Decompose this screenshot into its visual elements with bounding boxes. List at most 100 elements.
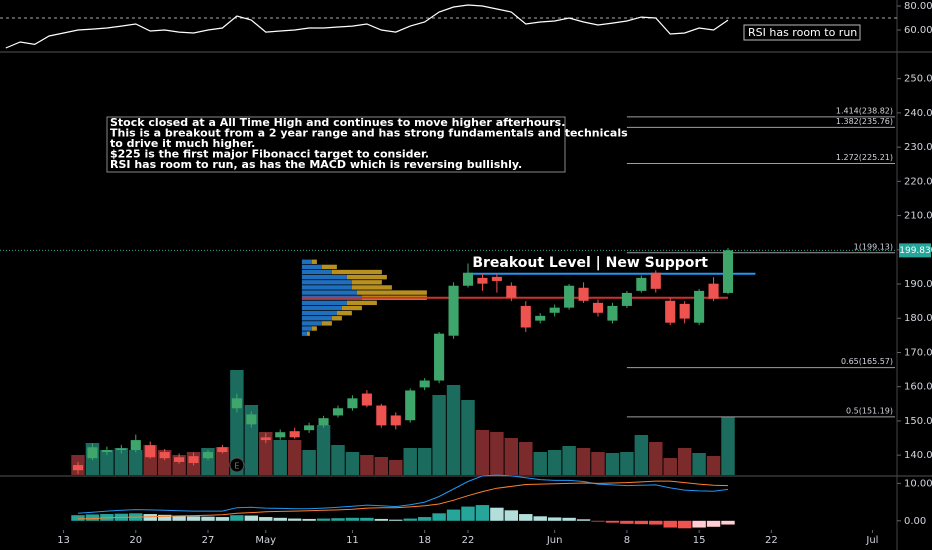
macd-histogram-bar <box>649 520 663 525</box>
volume-bar <box>259 432 273 475</box>
candle-body <box>665 300 676 323</box>
candle-body <box>318 418 329 426</box>
signal-line <box>77 480 729 520</box>
profile-up <box>301 316 332 321</box>
macd-histogram-bar <box>417 517 432 521</box>
x-tick-label: 11 <box>346 535 359 546</box>
candle-body <box>462 272 474 286</box>
macd-histogram-bar <box>71 515 85 521</box>
annotation-line: RSI has room to run, as has the MACD whi… <box>110 158 522 171</box>
candle-body <box>434 333 445 381</box>
candle-body <box>650 272 661 289</box>
volume-bar <box>331 445 345 475</box>
macd-histogram-bar <box>576 519 591 521</box>
candle-body <box>621 292 632 306</box>
candle-body <box>390 415 401 426</box>
rsi-line <box>5 4 729 49</box>
macd-histogram-bar <box>692 520 706 528</box>
candle-body <box>506 285 517 298</box>
candle-body <box>87 447 98 459</box>
macd-histogram-bar <box>721 520 735 525</box>
volume-bar <box>663 458 677 475</box>
candle-body <box>332 408 344 416</box>
candle-body <box>101 450 112 453</box>
profile-up <box>301 326 312 331</box>
macd-histogram-bar <box>490 507 504 521</box>
macd-tick-label: 0.00 <box>904 516 926 527</box>
volume-bar <box>591 452 605 475</box>
macd-histogram-bar <box>331 518 345 521</box>
x-tick-label: 20 <box>129 535 142 546</box>
macd-histogram-bar <box>605 520 620 523</box>
profile-up <box>301 310 337 316</box>
profile-down <box>336 310 352 316</box>
macd-histogram-bar <box>230 515 244 521</box>
volume-bar <box>230 370 244 475</box>
volume-bar <box>721 417 735 475</box>
profile-up <box>301 300 347 306</box>
candle-body <box>376 405 387 426</box>
macd-histogram-bar <box>85 514 100 521</box>
candle-body <box>289 431 300 438</box>
x-tick-label: 22 <box>765 535 778 546</box>
macd-histogram-bar <box>663 520 677 528</box>
earnings-icon <box>229 457 245 473</box>
candle-body <box>491 276 502 281</box>
y-tick-label: 160.00 <box>904 382 932 393</box>
y-tick-label: 220.00 <box>904 176 932 187</box>
volume-bar <box>620 452 634 475</box>
macd-histogram-bar <box>475 505 490 521</box>
macd-histogram-bar <box>374 518 389 521</box>
profile-up <box>301 269 332 275</box>
candle-body <box>347 398 358 409</box>
candle-body <box>477 277 488 284</box>
profile-down <box>331 269 382 275</box>
volume-bar <box>374 457 389 475</box>
rsi-note: RSI has room to run <box>748 26 857 39</box>
candle-body <box>260 437 271 441</box>
volume-bar <box>562 446 576 475</box>
x-tick-label: 13 <box>57 535 70 546</box>
volume-bar <box>677 448 692 475</box>
profile-up <box>301 274 347 280</box>
profile-down <box>331 316 342 321</box>
macd-line <box>77 474 729 514</box>
fib-label: 0.65(165.57) <box>841 357 893 366</box>
profile-down <box>311 326 317 331</box>
last-price-label: 199.83 <box>899 246 931 256</box>
volume-bar <box>287 440 302 475</box>
x-tick-label: Jun <box>546 535 563 546</box>
profile-up <box>301 331 307 336</box>
x-tick-label: 22 <box>462 535 475 546</box>
macd-histogram-bar <box>302 518 316 521</box>
candle-body <box>72 465 84 471</box>
volume-bar <box>547 450 562 475</box>
macd-histogram-bar <box>461 506 475 521</box>
candle-body <box>448 285 459 336</box>
candle-body <box>188 456 199 464</box>
x-tick-label: 27 <box>202 535 215 546</box>
annotation-line: to drive it much higher. <box>110 137 255 150</box>
volume-bar <box>129 450 143 475</box>
candle-body <box>174 457 185 462</box>
volume-bar <box>360 455 374 475</box>
candle-body <box>607 305 618 321</box>
volume-bar <box>519 442 533 475</box>
profile-down <box>321 321 332 326</box>
volume-bar <box>114 448 129 475</box>
fib-label: 1.414(238.82) <box>836 106 893 115</box>
rsi-tick-label: 80.00 <box>904 1 932 12</box>
profile-down <box>346 300 377 306</box>
volume-bar <box>490 432 504 475</box>
candle-body <box>130 440 141 451</box>
fib-label: 1.272(225.21) <box>836 153 893 162</box>
profile-up <box>301 259 312 264</box>
y-tick-label: 170.00 <box>904 347 932 358</box>
volume-bar <box>706 456 721 475</box>
macd-histogram-bar <box>533 516 547 521</box>
candle-body <box>116 448 127 451</box>
candle-body <box>145 445 156 458</box>
macd-histogram-bar <box>259 517 273 521</box>
macd-histogram-bar <box>389 519 403 521</box>
